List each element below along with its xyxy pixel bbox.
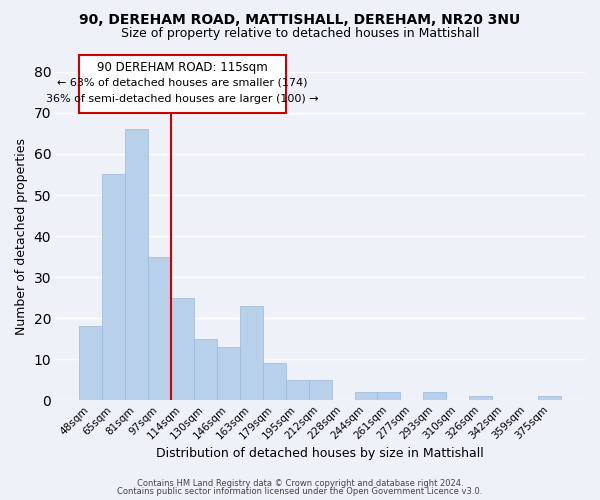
Bar bbox=[240, 306, 263, 400]
Bar bbox=[79, 56, 286, 113]
Text: Contains public sector information licensed under the Open Government Licence v3: Contains public sector information licen… bbox=[118, 488, 482, 496]
Bar bbox=[469, 396, 492, 400]
Bar bbox=[309, 380, 332, 400]
Bar bbox=[263, 364, 286, 401]
Y-axis label: Number of detached properties: Number of detached properties bbox=[15, 138, 28, 334]
Bar bbox=[194, 339, 217, 400]
Bar bbox=[355, 392, 377, 400]
Text: 36% of semi-detached houses are larger (100) →: 36% of semi-detached houses are larger (… bbox=[46, 94, 319, 104]
Bar bbox=[217, 347, 240, 401]
Bar bbox=[171, 298, 194, 401]
Text: Contains HM Land Registry data © Crown copyright and database right 2024.: Contains HM Land Registry data © Crown c… bbox=[137, 478, 463, 488]
Bar bbox=[79, 326, 103, 400]
Bar bbox=[286, 380, 309, 400]
Text: 90, DEREHAM ROAD, MATTISHALL, DEREHAM, NR20 3NU: 90, DEREHAM ROAD, MATTISHALL, DEREHAM, N… bbox=[79, 12, 521, 26]
Bar bbox=[538, 396, 561, 400]
X-axis label: Distribution of detached houses by size in Mattishall: Distribution of detached houses by size … bbox=[156, 447, 484, 460]
Text: Size of property relative to detached houses in Mattishall: Size of property relative to detached ho… bbox=[121, 28, 479, 40]
Text: ← 63% of detached houses are smaller (174): ← 63% of detached houses are smaller (17… bbox=[58, 78, 308, 88]
Text: 90 DEREHAM ROAD: 115sqm: 90 DEREHAM ROAD: 115sqm bbox=[97, 62, 268, 74]
Bar bbox=[377, 392, 400, 400]
Bar bbox=[148, 256, 171, 400]
Bar bbox=[424, 392, 446, 400]
Bar bbox=[125, 130, 148, 400]
Bar bbox=[103, 174, 125, 400]
